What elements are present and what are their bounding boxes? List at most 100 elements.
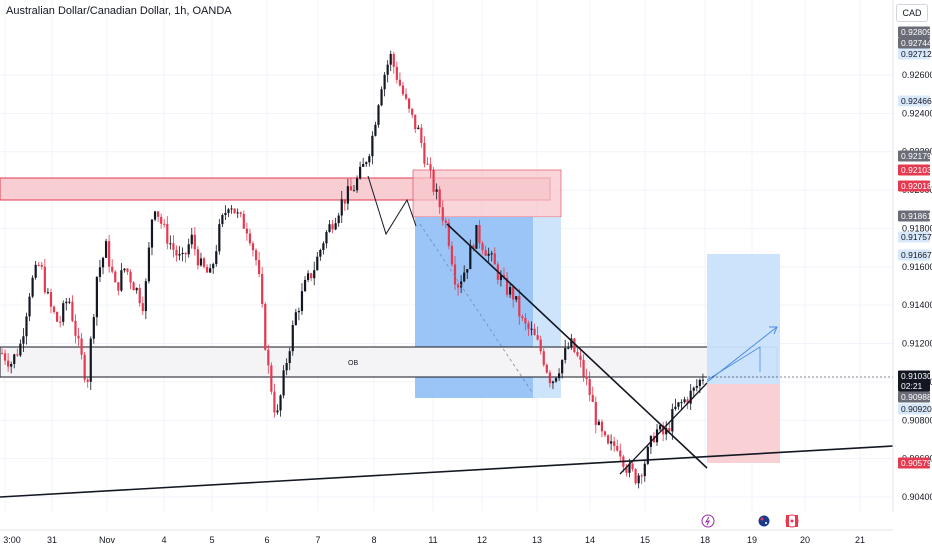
candle-body [365,162,368,165]
candle-body [530,328,533,330]
time-tick-label: 14 [585,535,595,545]
price-tag-label: 0.92712 [901,49,932,59]
candle-body [395,66,398,80]
price-tick-label: 0.91600 [902,262,932,272]
candle-body [371,135,374,157]
candle-body [398,79,402,86]
candle-body [160,216,163,224]
candle-body [597,421,600,425]
candle-body [355,178,359,191]
support-trendline [0,445,894,498]
candle-body [429,164,432,170]
candle-body [411,108,414,115]
candle-body [610,441,613,444]
candle-body [202,258,206,267]
short-stop-zone [412,169,562,218]
price-tag [898,457,930,469]
candle-body [380,89,383,106]
time-tick-label: 3:00 [3,535,21,545]
candle-body [279,395,282,411]
candle-body [325,231,328,244]
candle-body [561,359,564,374]
candle-body [414,114,417,130]
price-axis[interactable]: 0.926000.924000.922000.920000.918000.916… [892,0,932,512]
candle-body [499,275,503,280]
candle-body [466,269,469,273]
candle-body [524,317,527,324]
candle-body [481,243,484,251]
candle-body [444,220,447,223]
candle-body [254,250,258,261]
price-tag-label: 0.90579 [901,458,932,468]
candle-body [7,360,10,367]
arrow-head [769,326,778,335]
candle-body [80,338,83,355]
currency-button[interactable]: CAD [896,4,928,22]
candle-body [187,244,190,255]
lightning-icon[interactable] [701,514,715,528]
candle-body [594,402,597,425]
candle-body [646,446,649,464]
candle-body [683,399,686,403]
candle-body [322,243,325,250]
candle-body [343,199,346,204]
candle-body [212,264,215,269]
candle-body [478,225,481,244]
candle-body [542,351,545,365]
candle-body [199,258,203,266]
candle-body [306,273,310,280]
candle-body [132,282,135,291]
candle-body [680,402,683,404]
candle-body [352,190,356,192]
candle-body [86,379,89,382]
candle-body [68,301,71,303]
candle-body [487,253,490,256]
candle-body [368,156,371,163]
canada-flag-icon[interactable] [785,514,799,528]
candle-body [71,301,74,321]
candle-body [95,276,98,318]
candle-body [576,352,579,356]
candle-body [49,292,53,307]
candle-body [150,219,154,248]
candle-body [435,189,438,192]
candle-body [245,228,248,234]
price-tag-label: 0.92466 [901,96,932,106]
candle-body [236,212,239,214]
price-tag-label: 02:21 [901,381,923,391]
price-tag [898,210,930,222]
candle-body [331,224,334,230]
candle-body [533,328,536,336]
candle-body [291,325,294,352]
candle-body [551,381,555,384]
price-tag-label: 0.92103 [901,165,932,175]
candle-body [10,363,13,367]
candle-body [613,441,616,446]
event-markers[interactable] [701,514,799,528]
time-tick-label: 6 [264,535,269,545]
candle-body [40,264,43,267]
lightning-icon-bolt [704,516,710,526]
price-tick-label: 0.92400 [902,108,932,118]
price-tag [898,380,930,392]
candle-body [157,211,160,217]
time-tick-label: 5 [209,535,214,545]
time-tick-label: 13 [532,535,542,545]
price-tag [898,180,930,192]
candle-body [227,209,230,213]
chart-title: Australian Dollar/Canadian Dollar, 1h, O… [6,5,232,17]
candle-body [3,353,7,361]
candle-body [692,387,695,391]
candle-body [300,291,304,312]
australia-flag-icon[interactable] [757,514,771,528]
candle-body [37,264,40,266]
candle-body [603,431,607,436]
candle-body [16,354,19,356]
candle-body [640,475,643,477]
candle-body [169,243,172,245]
time-axis[interactable]: 3:00 31 Nov 4 5 6 7 8 11 12 13 14 15 18 19 20 21 [0,529,893,545]
price-tag-label: 0.92179 [901,151,932,161]
candle-body [101,257,105,268]
candle-body [377,105,380,125]
